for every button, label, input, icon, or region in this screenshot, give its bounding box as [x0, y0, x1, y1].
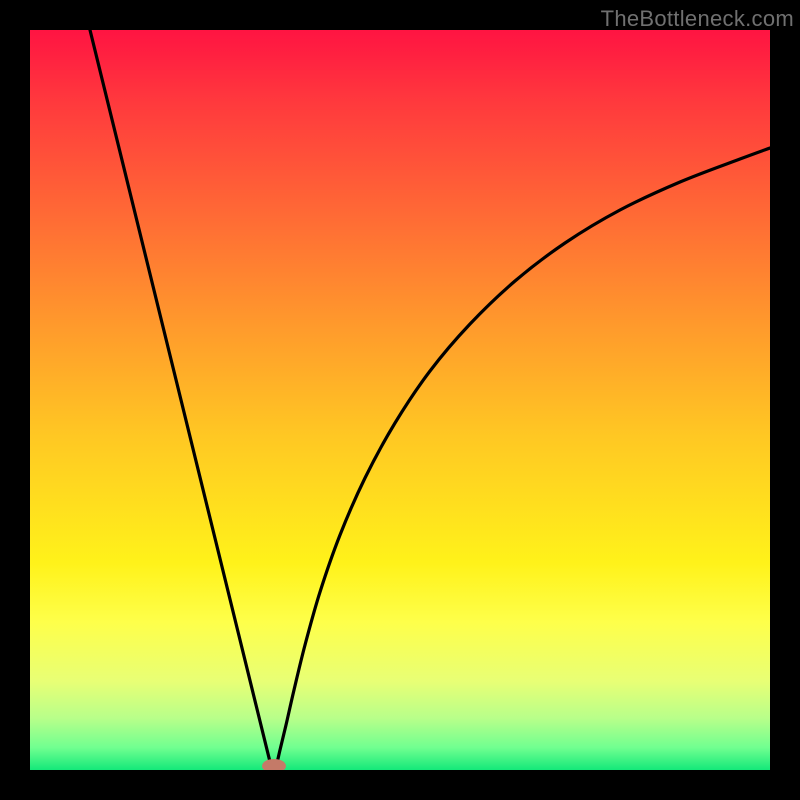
watermark-text: TheBottleneck.com — [601, 6, 794, 32]
v-curve — [90, 30, 770, 770]
curve-layer — [30, 30, 770, 770]
plot-area — [30, 30, 770, 770]
minimum-marker — [262, 759, 286, 770]
